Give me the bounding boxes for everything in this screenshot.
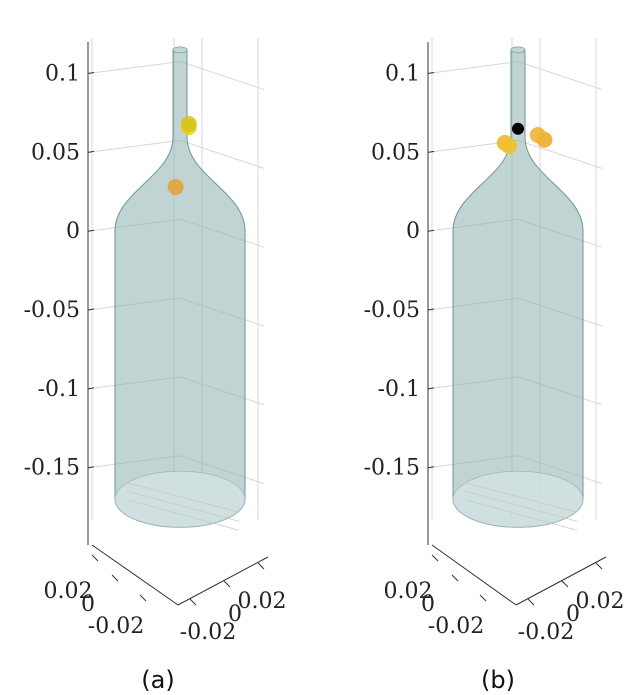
x-tick-label: 0.02 bbox=[44, 579, 93, 604]
z-tick-label: -0.05 bbox=[24, 298, 80, 323]
z-tick-mark bbox=[87, 308, 95, 311]
z-tick-label: -0.05 bbox=[364, 298, 420, 323]
y-tick-label: -0.02 bbox=[180, 620, 236, 645]
y-tick-mark bbox=[257, 562, 265, 570]
panel-a: 0.10.050-0.05-0.1-0.150.020-0.02 -0.0200.… bbox=[24, 38, 287, 694]
x-tick-label: 0 bbox=[81, 592, 95, 617]
x-tick-mark bbox=[479, 594, 487, 602]
x-tick-mark bbox=[431, 554, 439, 562]
floor-grid-line bbox=[126, 490, 240, 522]
floor-grid-line bbox=[466, 499, 578, 531]
panel-label: (b) bbox=[481, 666, 515, 694]
z-tick-mark bbox=[427, 387, 435, 390]
data-point bbox=[501, 138, 518, 155]
x-tick-mark bbox=[139, 594, 147, 602]
z-tick-label: -0.15 bbox=[364, 456, 420, 481]
y-tick-mark bbox=[595, 562, 603, 570]
z-tick-mark bbox=[87, 150, 95, 153]
z-tick-mark bbox=[87, 466, 95, 469]
y-tick-label: 0 bbox=[566, 602, 580, 627]
bottle-base bbox=[114, 470, 246, 528]
bottle-neck-cap bbox=[172, 46, 188, 54]
bottle-neck-cap bbox=[510, 46, 526, 54]
y-tick-mark bbox=[527, 598, 535, 606]
z-tick-label: 0.1 bbox=[45, 62, 80, 87]
x-tick-label: -0.02 bbox=[88, 614, 144, 639]
x-tick-label: -0.02 bbox=[428, 614, 484, 639]
floor-grid-line bbox=[464, 490, 578, 522]
z-tick-mark bbox=[427, 72, 435, 75]
z-tick-mark bbox=[87, 72, 95, 75]
floor-grid-line bbox=[124, 481, 240, 513]
z-tick-mark bbox=[87, 387, 95, 390]
z-tick-label: -0.1 bbox=[38, 377, 80, 402]
z-tick-mark bbox=[427, 466, 435, 469]
x-tick-mark bbox=[91, 554, 99, 562]
y-tick-mark bbox=[223, 580, 231, 588]
x-tick-label: 0 bbox=[421, 592, 435, 617]
z-tick-label: -0.1 bbox=[378, 377, 420, 402]
y-axis bbox=[177, 556, 269, 606]
z-tick-mark bbox=[87, 229, 95, 232]
z-tick-label: 0 bbox=[406, 219, 420, 244]
z-tick-label: 0.05 bbox=[371, 140, 420, 165]
data-point bbox=[180, 115, 197, 132]
panel-label: (a) bbox=[141, 666, 174, 694]
z-tick-label: 0.05 bbox=[31, 140, 80, 165]
z-tick-label: -0.15 bbox=[24, 456, 80, 481]
y-tick-label: -0.02 bbox=[518, 620, 574, 645]
y-tick-mark bbox=[189, 598, 197, 606]
data-point bbox=[512, 122, 524, 135]
y-tick-label: 0.02 bbox=[576, 589, 625, 614]
y-tick-label: 0.02 bbox=[238, 589, 287, 614]
y-tick-mark bbox=[561, 580, 569, 588]
z-tick-label: 0.1 bbox=[385, 62, 420, 87]
z-tick-mark bbox=[427, 308, 435, 311]
data-point bbox=[167, 179, 184, 196]
bottle-surface bbox=[114, 49, 246, 528]
z-tick-label: 0 bbox=[66, 219, 80, 244]
z-tick-mark bbox=[427, 150, 435, 153]
y-axis bbox=[515, 556, 607, 606]
z-tick-mark bbox=[427, 229, 435, 232]
x-axis bbox=[431, 544, 517, 606]
x-axis bbox=[91, 544, 179, 606]
bottle-surface bbox=[452, 49, 584, 528]
floor-grid-line bbox=[462, 481, 578, 513]
x-tick-mark bbox=[111, 574, 119, 582]
floor-grid-line bbox=[128, 499, 240, 531]
data-point bbox=[529, 127, 546, 144]
x-tick-label: 0.02 bbox=[384, 579, 433, 604]
panel-b: 0.10.050-0.05-0.1-0.150.020-0.02 -0.0200.… bbox=[364, 38, 625, 694]
x-tick-mark bbox=[451, 574, 459, 582]
bottle-base bbox=[452, 470, 584, 528]
y-tick-label: 0 bbox=[228, 602, 242, 627]
